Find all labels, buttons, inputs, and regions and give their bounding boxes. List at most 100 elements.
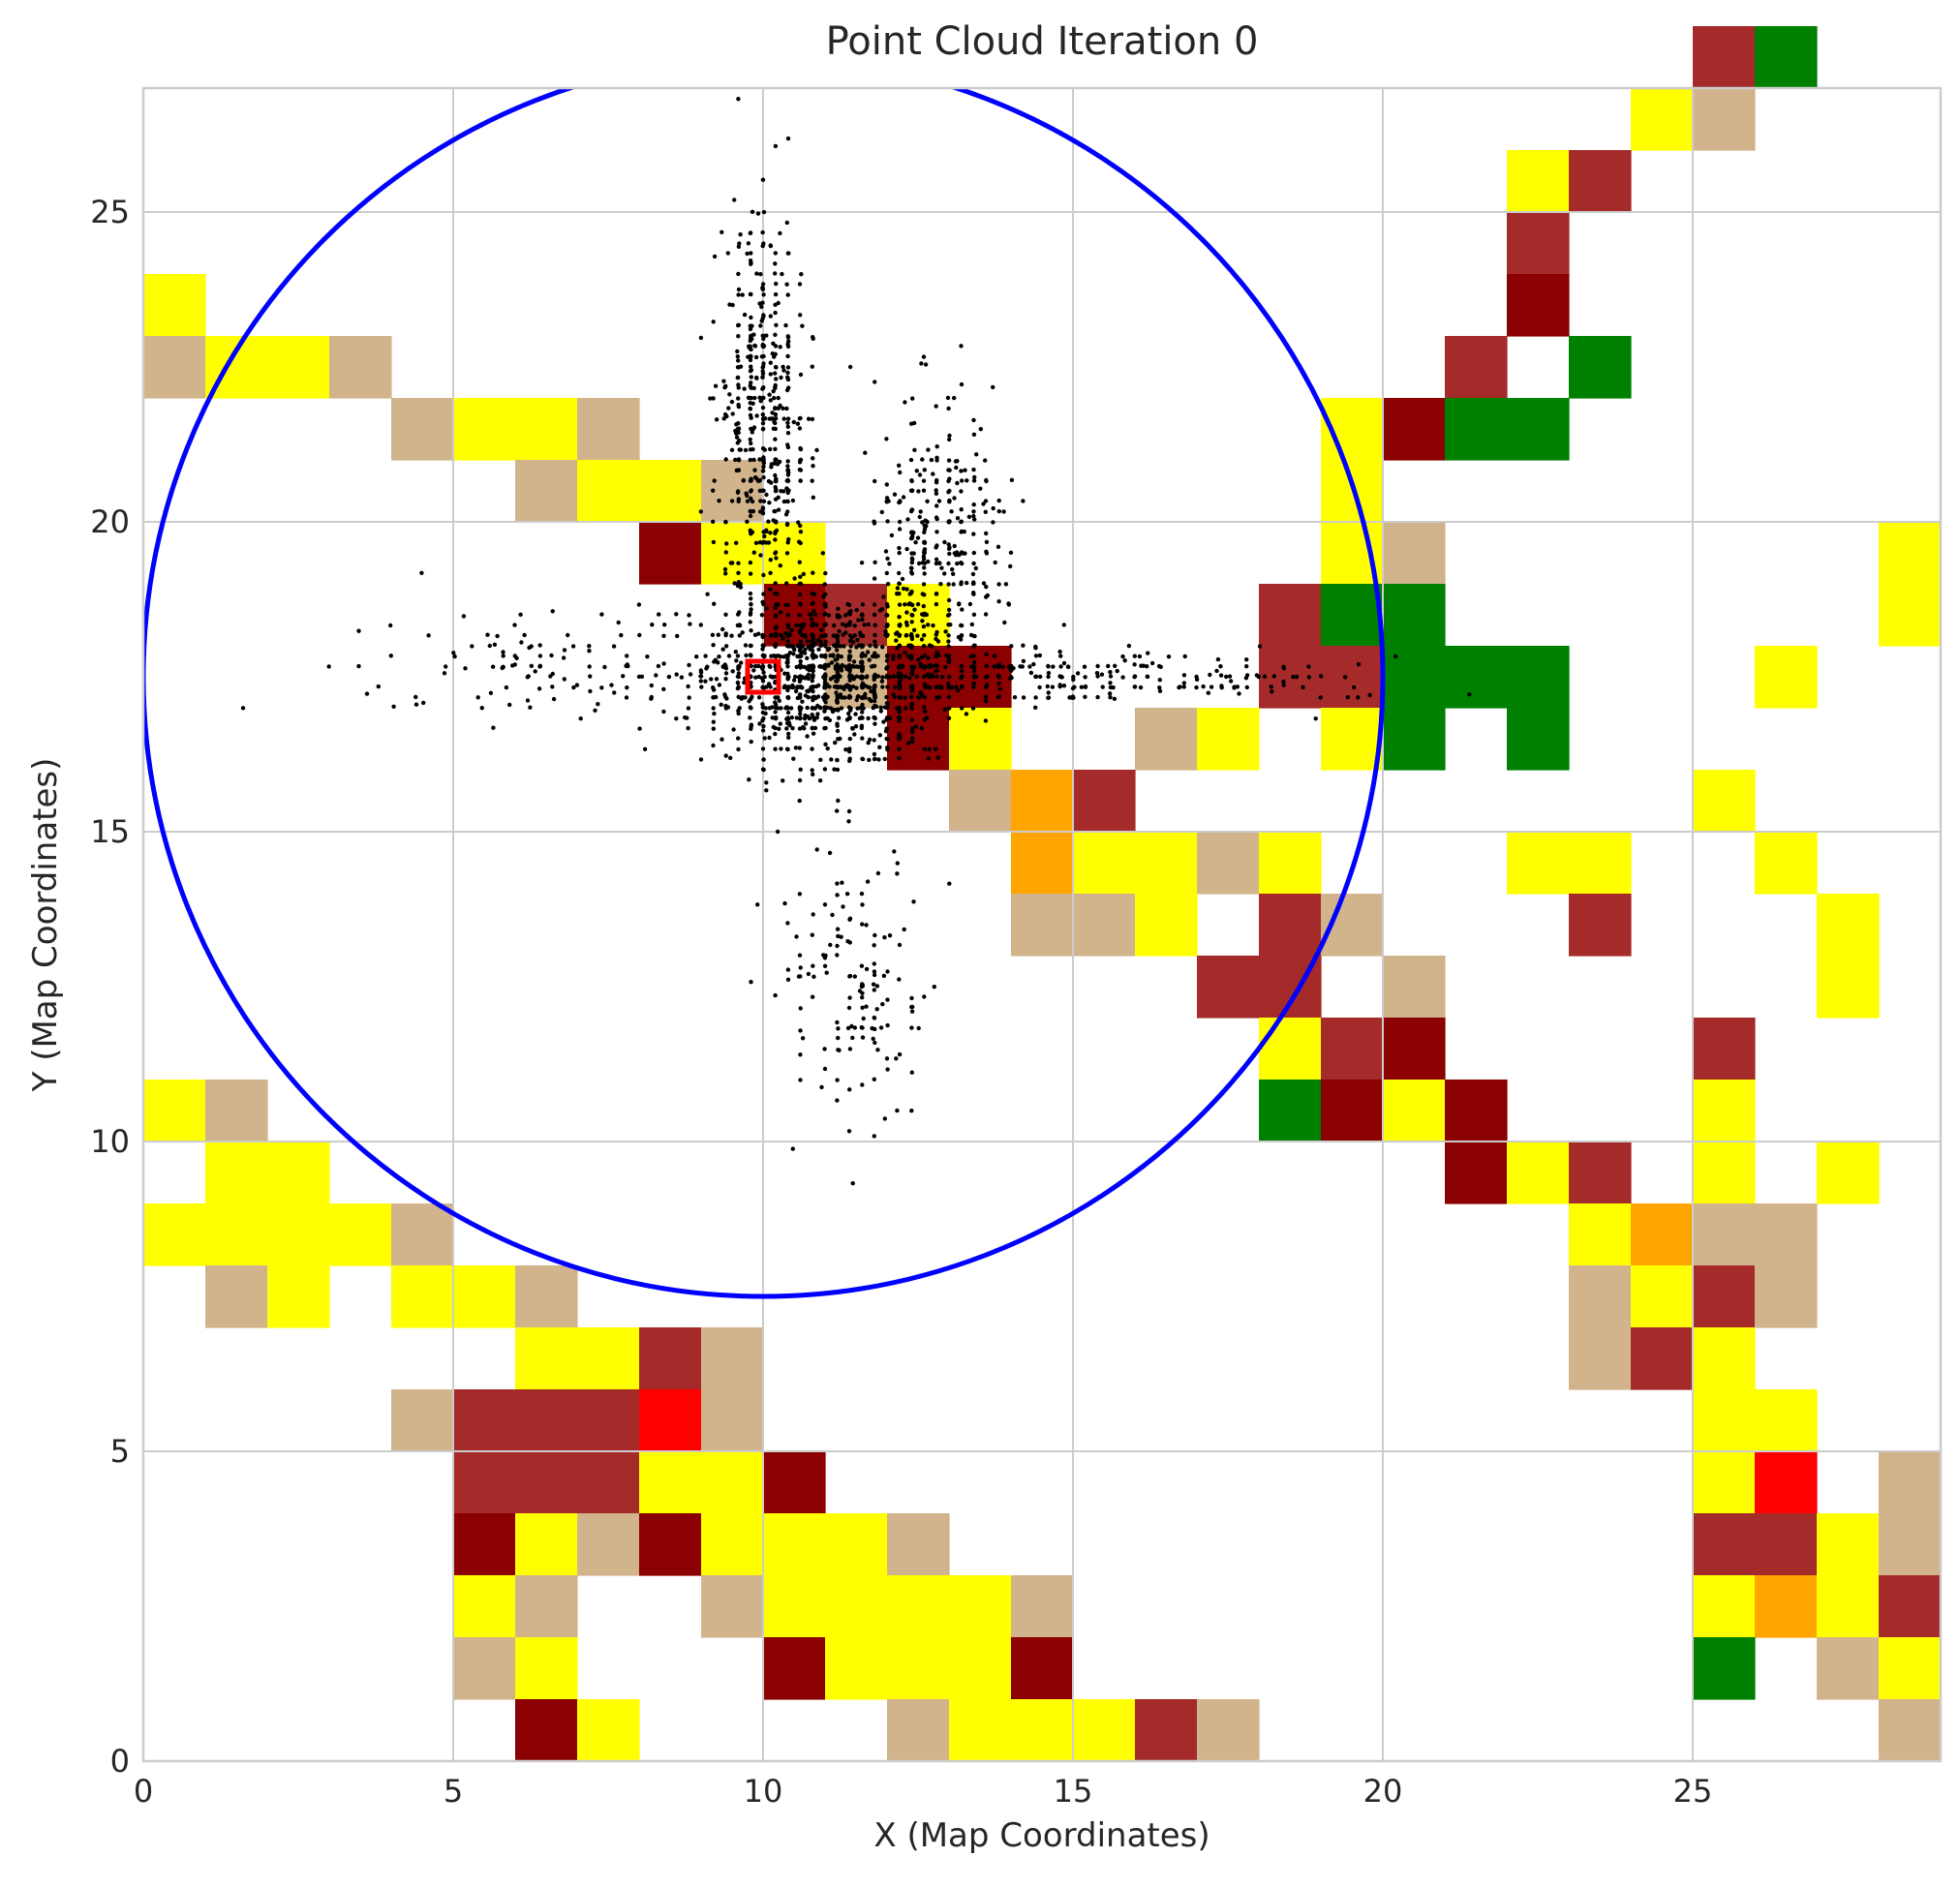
point <box>792 674 798 680</box>
point <box>922 632 927 638</box>
point <box>798 530 804 534</box>
point <box>773 251 778 256</box>
point <box>391 704 396 709</box>
point <box>758 553 763 558</box>
point <box>733 457 738 463</box>
point <box>909 1070 914 1075</box>
point <box>745 499 750 503</box>
point <box>860 756 866 762</box>
point <box>761 644 766 649</box>
grid-cell <box>1321 584 1384 647</box>
point <box>908 457 914 463</box>
point <box>760 375 765 380</box>
point <box>832 643 837 648</box>
point <box>514 655 519 660</box>
point <box>840 695 844 700</box>
point <box>909 672 915 677</box>
point <box>984 477 989 483</box>
point <box>859 676 865 681</box>
point <box>1158 664 1163 669</box>
point <box>512 662 517 667</box>
point <box>984 675 989 680</box>
point <box>773 411 779 417</box>
point <box>887 675 893 680</box>
point <box>926 655 931 660</box>
point <box>910 739 915 745</box>
point <box>736 709 741 714</box>
point <box>897 695 902 700</box>
point <box>588 688 593 694</box>
point <box>922 644 927 649</box>
point <box>777 698 781 703</box>
point <box>742 386 747 391</box>
point <box>787 644 792 649</box>
point <box>774 479 779 484</box>
grid-cell <box>453 1451 516 1514</box>
point <box>922 565 927 570</box>
point <box>819 627 824 632</box>
point <box>758 499 763 503</box>
point <box>909 717 914 722</box>
point <box>760 286 765 290</box>
point <box>748 326 753 332</box>
point <box>778 345 782 350</box>
point <box>951 571 956 576</box>
point <box>950 566 955 572</box>
point <box>946 656 952 662</box>
point <box>766 540 772 545</box>
point <box>1237 691 1241 696</box>
point <box>909 530 914 534</box>
point <box>749 364 753 369</box>
point <box>749 726 753 731</box>
grid-cell <box>1569 1327 1632 1390</box>
point <box>972 659 977 665</box>
point <box>730 411 735 416</box>
point <box>811 570 815 575</box>
point <box>621 674 626 679</box>
point <box>995 544 1001 549</box>
point <box>1145 674 1150 679</box>
grid-cell <box>1693 1203 1756 1266</box>
point <box>748 705 752 710</box>
point <box>746 395 751 400</box>
point <box>934 561 939 566</box>
point <box>742 680 747 685</box>
grid-cell <box>1011 894 1074 957</box>
point <box>566 632 570 638</box>
point <box>782 900 787 906</box>
point <box>832 623 837 628</box>
point <box>846 711 851 716</box>
point <box>931 472 935 476</box>
point <box>748 412 753 418</box>
grid-cell <box>949 1699 1012 1762</box>
point <box>1111 685 1116 690</box>
point <box>1071 674 1076 680</box>
point <box>835 953 840 958</box>
grid-cell <box>701 1389 764 1452</box>
point <box>797 282 803 287</box>
grid-cell <box>1817 894 1880 957</box>
point <box>1003 582 1009 587</box>
grid-cell <box>143 336 206 399</box>
point <box>518 612 523 617</box>
point <box>785 706 790 711</box>
point <box>785 342 790 347</box>
point <box>711 719 716 724</box>
point <box>997 686 1002 691</box>
point <box>491 725 496 730</box>
point <box>818 633 824 639</box>
point <box>726 406 731 411</box>
point <box>773 364 779 370</box>
point <box>884 612 890 618</box>
grid-cell <box>825 1575 888 1638</box>
point <box>773 625 779 631</box>
point <box>1215 656 1221 662</box>
point <box>903 706 908 711</box>
point <box>674 716 679 721</box>
point <box>768 360 773 365</box>
point <box>885 582 891 587</box>
point <box>779 375 783 380</box>
point <box>774 416 779 421</box>
y-tick-label: 20 <box>90 503 130 540</box>
point <box>820 551 825 556</box>
